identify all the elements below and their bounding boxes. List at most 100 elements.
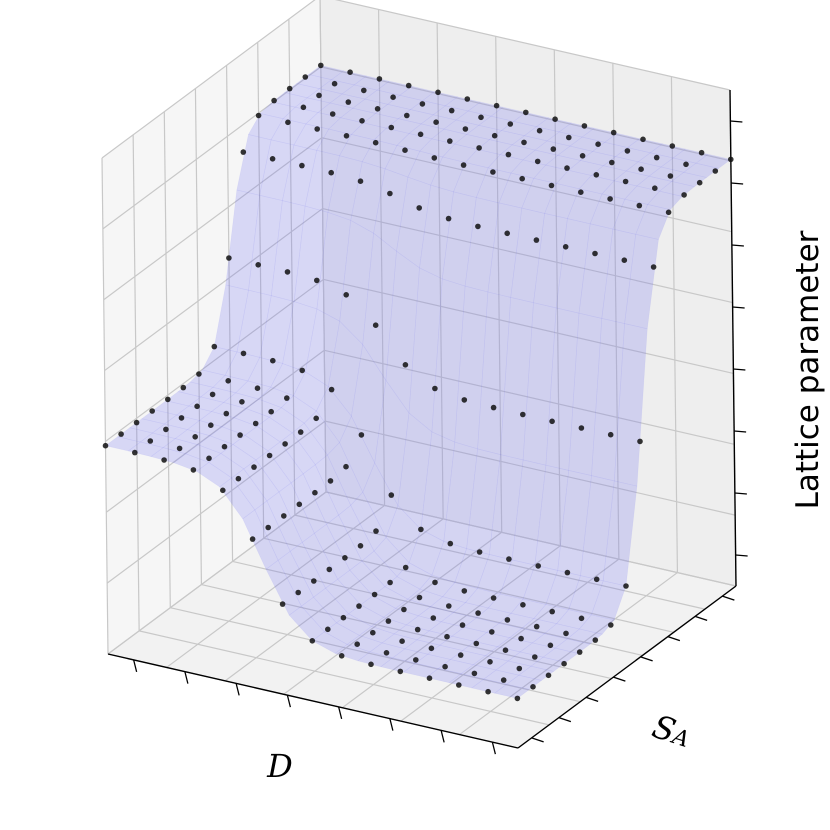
surface-facet xyxy=(486,622,523,639)
data-point xyxy=(564,165,570,171)
data-point xyxy=(464,96,471,102)
data-point xyxy=(240,350,247,357)
surface-facet xyxy=(568,312,603,476)
surface-facet xyxy=(442,143,478,163)
surface-facet xyxy=(232,434,269,461)
surface-facet xyxy=(316,385,352,444)
data-point xyxy=(637,438,643,445)
data-point xyxy=(432,579,438,586)
surface-facet xyxy=(304,149,340,213)
surface-facet xyxy=(484,646,521,662)
data-point xyxy=(284,269,291,275)
surface-facet xyxy=(242,509,279,570)
data-point xyxy=(516,665,523,672)
z-tick xyxy=(734,430,747,433)
data-point xyxy=(447,138,453,144)
axis-ticks xyxy=(107,89,748,755)
data-point xyxy=(550,146,557,152)
surface-facet xyxy=(530,656,567,672)
surface-facet xyxy=(624,185,661,205)
y-axis-label: SA xyxy=(648,707,696,755)
data-point xyxy=(255,262,261,268)
surface-facet xyxy=(314,523,351,580)
data-point xyxy=(178,415,185,421)
data-point xyxy=(535,563,541,569)
grid-line xyxy=(166,504,385,668)
axis-panes xyxy=(102,0,736,748)
y-axis-line xyxy=(517,585,737,749)
data-point xyxy=(506,556,512,562)
surface-facet xyxy=(271,92,308,108)
surface-facet xyxy=(474,632,511,648)
data-point xyxy=(312,489,318,496)
surface-facet xyxy=(209,426,246,445)
grid-line xyxy=(324,349,735,445)
surface-facet xyxy=(219,477,256,520)
surface-facet xyxy=(385,118,422,134)
data-point xyxy=(340,614,347,621)
data-point xyxy=(226,255,232,261)
data-point xyxy=(505,151,512,158)
y-tick xyxy=(722,595,735,601)
data-points xyxy=(102,62,734,702)
surface-facet xyxy=(293,371,329,412)
data-point xyxy=(669,143,676,149)
data-point xyxy=(530,684,536,690)
surface-facet xyxy=(221,417,258,436)
y-tick xyxy=(640,656,653,662)
y-tick xyxy=(694,615,708,621)
surface-facet xyxy=(340,107,377,124)
surface-facet xyxy=(247,357,284,388)
grid-line xyxy=(170,607,581,703)
surface-facet xyxy=(382,607,420,626)
grid-line xyxy=(495,36,503,533)
grid-line xyxy=(101,0,316,159)
data-point xyxy=(190,467,197,473)
data-point xyxy=(297,429,304,435)
data-point xyxy=(327,478,334,484)
data-point xyxy=(534,158,541,165)
surface-facet xyxy=(567,160,605,176)
data-point xyxy=(165,396,171,403)
surface-facet xyxy=(569,136,606,152)
grid-line xyxy=(400,558,620,722)
data-point xyxy=(328,386,335,393)
data-point xyxy=(192,434,198,440)
grid-line xyxy=(436,22,444,519)
data-point xyxy=(504,230,511,237)
data-point xyxy=(665,209,672,216)
data-point xyxy=(354,641,361,647)
surface-facet xyxy=(326,514,363,571)
data-point xyxy=(428,645,435,652)
surface-facet xyxy=(330,70,368,86)
data-point xyxy=(402,564,409,571)
surface-facet xyxy=(235,380,272,400)
surface-facet xyxy=(185,444,222,463)
data-point xyxy=(314,126,321,132)
data-point xyxy=(133,419,140,426)
surface-facet xyxy=(431,128,468,145)
surface-facet xyxy=(578,223,614,319)
surface-facet xyxy=(364,89,401,105)
surface-facet xyxy=(475,167,512,204)
grid-line xyxy=(325,420,736,516)
data-point xyxy=(220,487,226,494)
grid-line xyxy=(101,157,109,655)
data-point xyxy=(430,615,437,621)
data-point xyxy=(563,630,569,637)
data-point xyxy=(448,107,455,114)
surface-facet xyxy=(430,156,466,193)
surface-facet xyxy=(339,219,374,346)
data-point xyxy=(329,111,336,117)
surface-facet xyxy=(444,96,482,112)
data-point xyxy=(402,362,409,368)
grid-line xyxy=(459,572,678,736)
x-tick xyxy=(491,741,497,755)
data-point xyxy=(385,618,392,624)
data-point xyxy=(419,101,426,107)
surface-facet xyxy=(316,211,352,322)
data-point xyxy=(118,431,124,437)
surface-facet xyxy=(522,302,557,466)
data-point xyxy=(269,156,276,162)
